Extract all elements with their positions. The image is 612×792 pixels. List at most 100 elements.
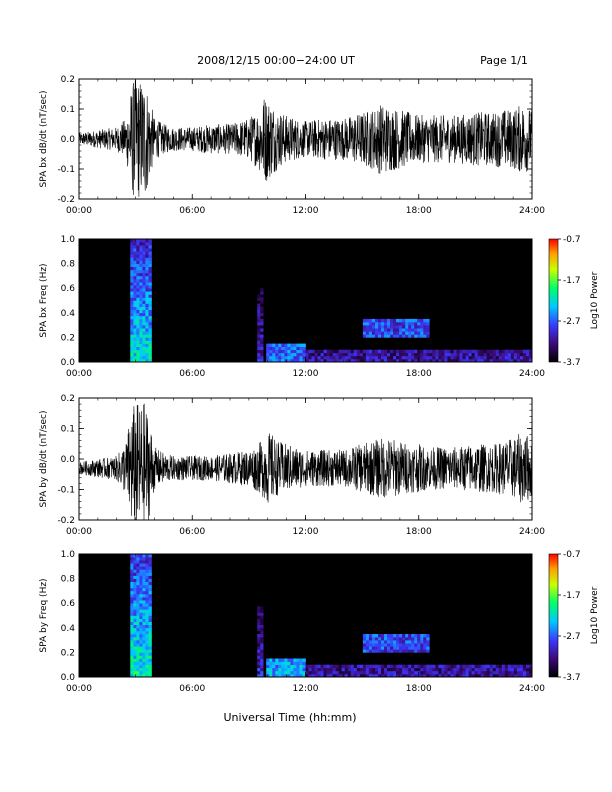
spectrogram-cell <box>284 667 288 672</box>
spectrogram-cell <box>420 349 424 354</box>
spectrogram-cell <box>483 667 487 672</box>
spectrogram-cell <box>305 349 309 354</box>
x-tick-label: 06:00 <box>179 684 205 694</box>
spectrogram-cell <box>444 355 448 360</box>
spectrogram-cell <box>257 618 261 622</box>
spectrogram-cell <box>435 667 439 672</box>
spectrogram-cell <box>142 297 146 301</box>
spectrogram-cell <box>368 634 373 638</box>
spectrogram-cell <box>148 355 152 360</box>
colorbar-tick-label: -2.7 <box>563 317 581 327</box>
spectrogram-cell <box>139 349 143 354</box>
spectrogram-cell <box>266 349 270 354</box>
spectrogram-cell <box>387 358 391 363</box>
spectrogram-cell <box>133 637 137 641</box>
spectrogram-cell <box>130 346 134 350</box>
spectrogram-cell <box>133 673 137 678</box>
spectrogram-cell <box>139 658 143 662</box>
spectrogram-cell <box>136 590 140 595</box>
spectrogram-cell <box>411 331 415 335</box>
spectrogram-cell <box>142 300 146 304</box>
spectrogram-cell <box>405 355 409 360</box>
spectrogram-cell <box>302 658 306 662</box>
spectrogram-cell <box>362 325 367 329</box>
spectrogram-cell <box>260 670 264 675</box>
spectrogram-cell <box>139 303 143 307</box>
spectrogram-cell <box>411 640 415 644</box>
spectrogram-cell <box>269 343 273 347</box>
spectrogram-cell <box>311 355 315 360</box>
spectrogram-cell <box>480 664 484 669</box>
spectrogram-cell <box>390 349 394 354</box>
spectrogram-cell <box>139 563 143 567</box>
spectrogram-cell <box>148 352 152 357</box>
spectrogram-cell <box>504 670 509 675</box>
spectrogram-cell <box>526 673 530 678</box>
spectrogram-cell <box>136 560 140 564</box>
spectrogram-cell <box>411 349 415 354</box>
spectrogram-cell <box>344 673 349 678</box>
spectrogram-cell <box>257 358 261 363</box>
spectrogram-cell <box>142 643 146 647</box>
spectrogram-cell <box>278 352 282 357</box>
spectrogram-cell <box>468 355 472 360</box>
spectrogram-cell <box>426 328 430 332</box>
spectrogram-cell <box>456 673 460 678</box>
spectrogram-cell <box>139 590 143 595</box>
spectrogram-cell <box>453 664 457 669</box>
spectrogram-cell <box>145 343 149 347</box>
spectrogram-cell <box>483 349 487 354</box>
y-tick-label: 0.2 <box>61 333 75 343</box>
spectrogram-cell <box>393 331 397 335</box>
spectrogram-cell <box>275 667 279 672</box>
spectrogram-cell <box>420 328 424 332</box>
spectrogram-cell <box>399 349 403 354</box>
spectrogram-cell <box>329 355 333 360</box>
spectrogram-cell <box>371 634 376 638</box>
spectrogram-cell <box>347 358 352 363</box>
spectrogram-cell <box>311 673 315 678</box>
spectrogram-cell <box>139 584 143 589</box>
spectrogram-cell <box>130 600 134 604</box>
spectrogram-cell <box>257 649 261 653</box>
spectrogram-cell <box>287 349 291 354</box>
panel-1: 00:00 06:00 12:00 18:00 24:00-0.2-0.10.00.10… <box>39 75 545 216</box>
y-tick-label: 0.8 <box>61 260 76 270</box>
spectrogram-cell <box>317 352 321 357</box>
spectrogram-cell <box>269 346 273 350</box>
spectrogram-cell <box>459 349 463 354</box>
spectrogram-cell <box>381 334 385 338</box>
spectrogram-cell <box>136 242 140 246</box>
spectrogram-cell <box>378 328 382 332</box>
spectrogram-cell <box>139 263 143 267</box>
spectrogram-cell <box>145 572 149 576</box>
spectrogram-cell <box>387 325 391 329</box>
spectrogram-cell <box>465 355 469 360</box>
spectrogram-cell <box>148 257 152 261</box>
spectrogram-cell <box>408 352 412 357</box>
spectrogram-cell <box>136 358 140 363</box>
spectrogram-cell <box>507 352 512 357</box>
spectrogram-cell <box>411 634 415 638</box>
spectrogram-cell <box>272 673 276 678</box>
spectrogram-cell <box>130 609 134 613</box>
spectrogram-cell <box>414 649 418 653</box>
spectrogram-cell <box>278 355 282 360</box>
spectrogram-cell <box>381 634 385 638</box>
spectrogram-cell <box>136 346 140 350</box>
spectrogram-cell <box>495 667 500 672</box>
spectrogram-cell <box>148 627 152 632</box>
y-tick-label: 0.1 <box>61 425 75 435</box>
spectrogram-cell <box>293 664 297 669</box>
spectrogram-cell <box>359 670 364 675</box>
spectrogram-cell <box>133 664 137 669</box>
spectrogram-cell <box>320 352 324 357</box>
spectrogram-cell <box>335 349 339 354</box>
y-tick-label: 0.2 <box>61 75 75 85</box>
spectrogram-cell <box>148 575 152 579</box>
spectrogram-cell <box>133 557 137 561</box>
spectrogram-cell <box>519 670 524 675</box>
spectrogram-cell <box>477 670 481 675</box>
spectrogram-cell <box>133 554 137 558</box>
spectrogram-cell <box>341 352 345 357</box>
